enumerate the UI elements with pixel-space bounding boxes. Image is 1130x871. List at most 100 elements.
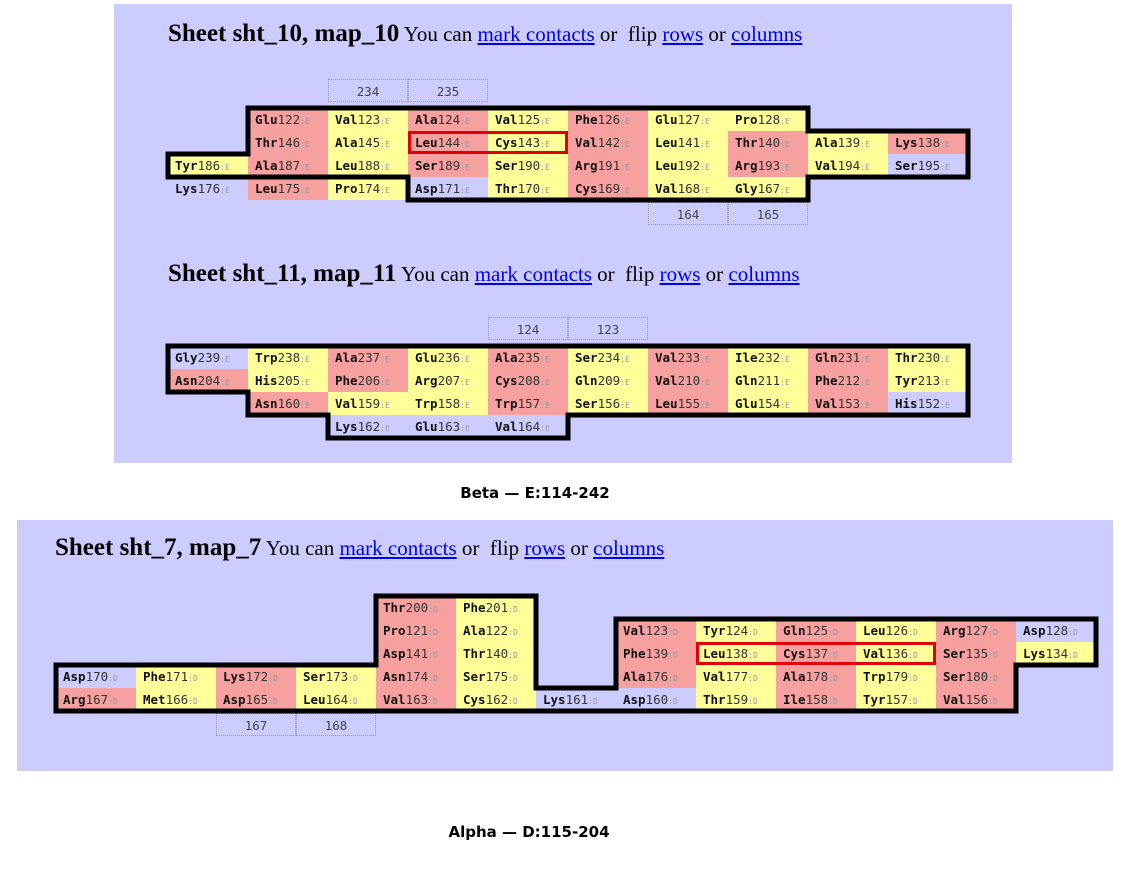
- residue-cell[interactable]: Phe201:D: [456, 596, 536, 619]
- residue-cell[interactable]: Ser135:D: [936, 642, 1016, 665]
- residue-cell[interactable]: Ser175:D: [456, 665, 536, 688]
- residue-cell[interactable]: Cys143:E: [488, 131, 568, 154]
- residue-cell[interactable]: Gln211:E: [728, 369, 808, 392]
- residue-cell[interactable]: Leu164:D: [296, 688, 376, 711]
- residue-cell[interactable]: Phe126:E: [568, 108, 648, 131]
- residue-cell[interactable]: Thr140:E: [728, 131, 808, 154]
- residue-cell[interactable]: Phe212:E: [808, 369, 888, 392]
- residue-cell[interactable]: Glu122:E: [248, 108, 328, 131]
- residue-cell[interactable]: Gly167:E: [728, 177, 808, 200]
- residue-cell[interactable]: Leu144:E: [408, 131, 488, 154]
- residue-cell[interactable]: Ala237:E: [328, 346, 408, 369]
- residue-cell[interactable]: Leu188:E: [328, 154, 408, 177]
- residue-cell[interactable]: Pro121:D: [376, 619, 456, 642]
- residue-cell[interactable]: Trp238:E: [248, 346, 328, 369]
- residue-cell[interactable]: Gln231:E: [808, 346, 888, 369]
- residue-cell[interactable]: Tyr124:D: [696, 619, 776, 642]
- residue-cell[interactable]: Leu192:E: [648, 154, 728, 177]
- residue-cell[interactable]: Ser190:E: [488, 154, 568, 177]
- residue-cell[interactable]: Asp128:D: [1016, 619, 1096, 642]
- residue-cell[interactable]: Ser173:D: [296, 665, 376, 688]
- residue-cell[interactable]: Lys138:E: [888, 131, 968, 154]
- residue-cell[interactable]: Phe171:D: [136, 665, 216, 688]
- residue-cell[interactable]: Met166:D: [136, 688, 216, 711]
- residue-cell[interactable]: Val210:E: [648, 369, 728, 392]
- residue-cell[interactable]: Glu154:E: [728, 392, 808, 415]
- residue-cell[interactable]: Thr140:D: [456, 642, 536, 665]
- residue-cell[interactable]: Phe206:E: [328, 369, 408, 392]
- residue-cell[interactable]: Val142:E: [568, 131, 648, 154]
- residue-cell[interactable]: Asp160:D: [616, 688, 696, 711]
- residue-cell[interactable]: Ala235:E: [488, 346, 568, 369]
- residue-cell[interactable]: Lys134:D: [1016, 642, 1096, 665]
- residue-cell[interactable]: Tyr157:D: [856, 688, 936, 711]
- residue-cell[interactable]: Trp179:D: [856, 665, 936, 688]
- residue-cell[interactable]: Asn160:E: [248, 392, 328, 415]
- residue-cell[interactable]: Leu155:E: [648, 392, 728, 415]
- residue-cell[interactable]: Val168:E: [648, 177, 728, 200]
- residue-cell[interactable]: His205:E: [248, 369, 328, 392]
- residue-cell[interactable]: Ser156:E: [568, 392, 648, 415]
- residue-cell[interactable]: Gln209:E: [568, 369, 648, 392]
- residue-cell[interactable]: Glu127:E: [648, 108, 728, 131]
- residue-cell[interactable]: Leu138:D: [696, 642, 776, 665]
- residue-cell[interactable]: Val123:D: [616, 619, 696, 642]
- flip-rows-link[interactable]: rows: [659, 262, 701, 286]
- residue-cell[interactable]: Arg127:D: [936, 619, 1016, 642]
- residue-cell[interactable]: Arg193:E: [728, 154, 808, 177]
- residue-cell[interactable]: Cys208:E: [488, 369, 568, 392]
- flip-columns-link[interactable]: columns: [731, 22, 803, 46]
- mark-contacts-link[interactable]: mark contacts: [474, 262, 592, 286]
- residue-cell[interactable]: Asp141:D: [376, 642, 456, 665]
- residue-cell[interactable]: Ala187:E: [248, 154, 328, 177]
- residue-cell[interactable]: Ile158:D: [776, 688, 856, 711]
- residue-cell[interactable]: Tyr186:E: [168, 154, 248, 177]
- residue-cell[interactable]: Leu126:D: [856, 619, 936, 642]
- residue-cell[interactable]: Val194:E: [808, 154, 888, 177]
- residue-cell[interactable]: Asn204:E: [168, 369, 248, 392]
- flip-columns-link[interactable]: columns: [593, 536, 665, 560]
- residue-cell[interactable]: Asp170:D: [56, 665, 136, 688]
- residue-cell[interactable]: Val123:E: [328, 108, 408, 131]
- flip-rows-link[interactable]: rows: [662, 22, 704, 46]
- residue-cell[interactable]: Leu141:E: [648, 131, 728, 154]
- residue-cell[interactable]: Lys162:E: [328, 415, 408, 438]
- residue-cell[interactable]: Val164:E: [488, 415, 568, 438]
- residue-cell[interactable]: Thr230:E: [888, 346, 968, 369]
- residue-cell[interactable]: Ala178:D: [776, 665, 856, 688]
- residue-cell[interactable]: Ala124:E: [408, 108, 488, 131]
- residue-cell[interactable]: Ile232:E: [728, 346, 808, 369]
- residue-cell[interactable]: Ser234:E: [568, 346, 648, 369]
- residue-cell[interactable]: Val156:D: [936, 688, 1016, 711]
- residue-cell[interactable]: Glu163:E: [408, 415, 488, 438]
- residue-cell[interactable]: Ala176:D: [616, 665, 696, 688]
- mark-contacts-link[interactable]: mark contacts: [339, 536, 457, 560]
- mark-contacts-link[interactable]: mark contacts: [477, 22, 595, 46]
- residue-cell[interactable]: Pro174:E: [328, 177, 408, 200]
- residue-cell[interactable]: Trp157:E: [488, 392, 568, 415]
- residue-cell[interactable]: Leu175:E: [248, 177, 328, 200]
- flip-rows-link[interactable]: rows: [524, 536, 566, 560]
- residue-cell[interactable]: Thr170:E: [488, 177, 568, 200]
- residue-cell[interactable]: Ser180:D: [936, 665, 1016, 688]
- residue-cell[interactable]: Val153:E: [808, 392, 888, 415]
- residue-cell[interactable]: Thr146:E: [248, 131, 328, 154]
- residue-cell[interactable]: Gly239:E: [168, 346, 248, 369]
- residue-cell[interactable]: Ser195:E: [888, 154, 968, 177]
- residue-cell[interactable]: Arg207:E: [408, 369, 488, 392]
- residue-cell[interactable]: Lys172:D: [216, 665, 296, 688]
- flip-columns-link[interactable]: columns: [728, 262, 800, 286]
- residue-cell[interactable]: Glu236:E: [408, 346, 488, 369]
- residue-cell[interactable]: Ala145:E: [328, 131, 408, 154]
- residue-cell[interactable]: Ala139:E: [808, 131, 888, 154]
- residue-cell[interactable]: Val163:D: [376, 688, 456, 711]
- residue-cell[interactable]: Val136:D: [856, 642, 936, 665]
- residue-cell[interactable]: Thr159:D: [696, 688, 776, 711]
- residue-cell[interactable]: Val125:E: [488, 108, 568, 131]
- residue-cell[interactable]: Val233:E: [648, 346, 728, 369]
- residue-cell[interactable]: Arg191:E: [568, 154, 648, 177]
- residue-cell[interactable]: Asp171:E: [408, 177, 488, 200]
- residue-cell[interactable]: Cys137:D: [776, 642, 856, 665]
- residue-cell[interactable]: Asn174:D: [376, 665, 456, 688]
- residue-cell[interactable]: Trp158:E: [408, 392, 488, 415]
